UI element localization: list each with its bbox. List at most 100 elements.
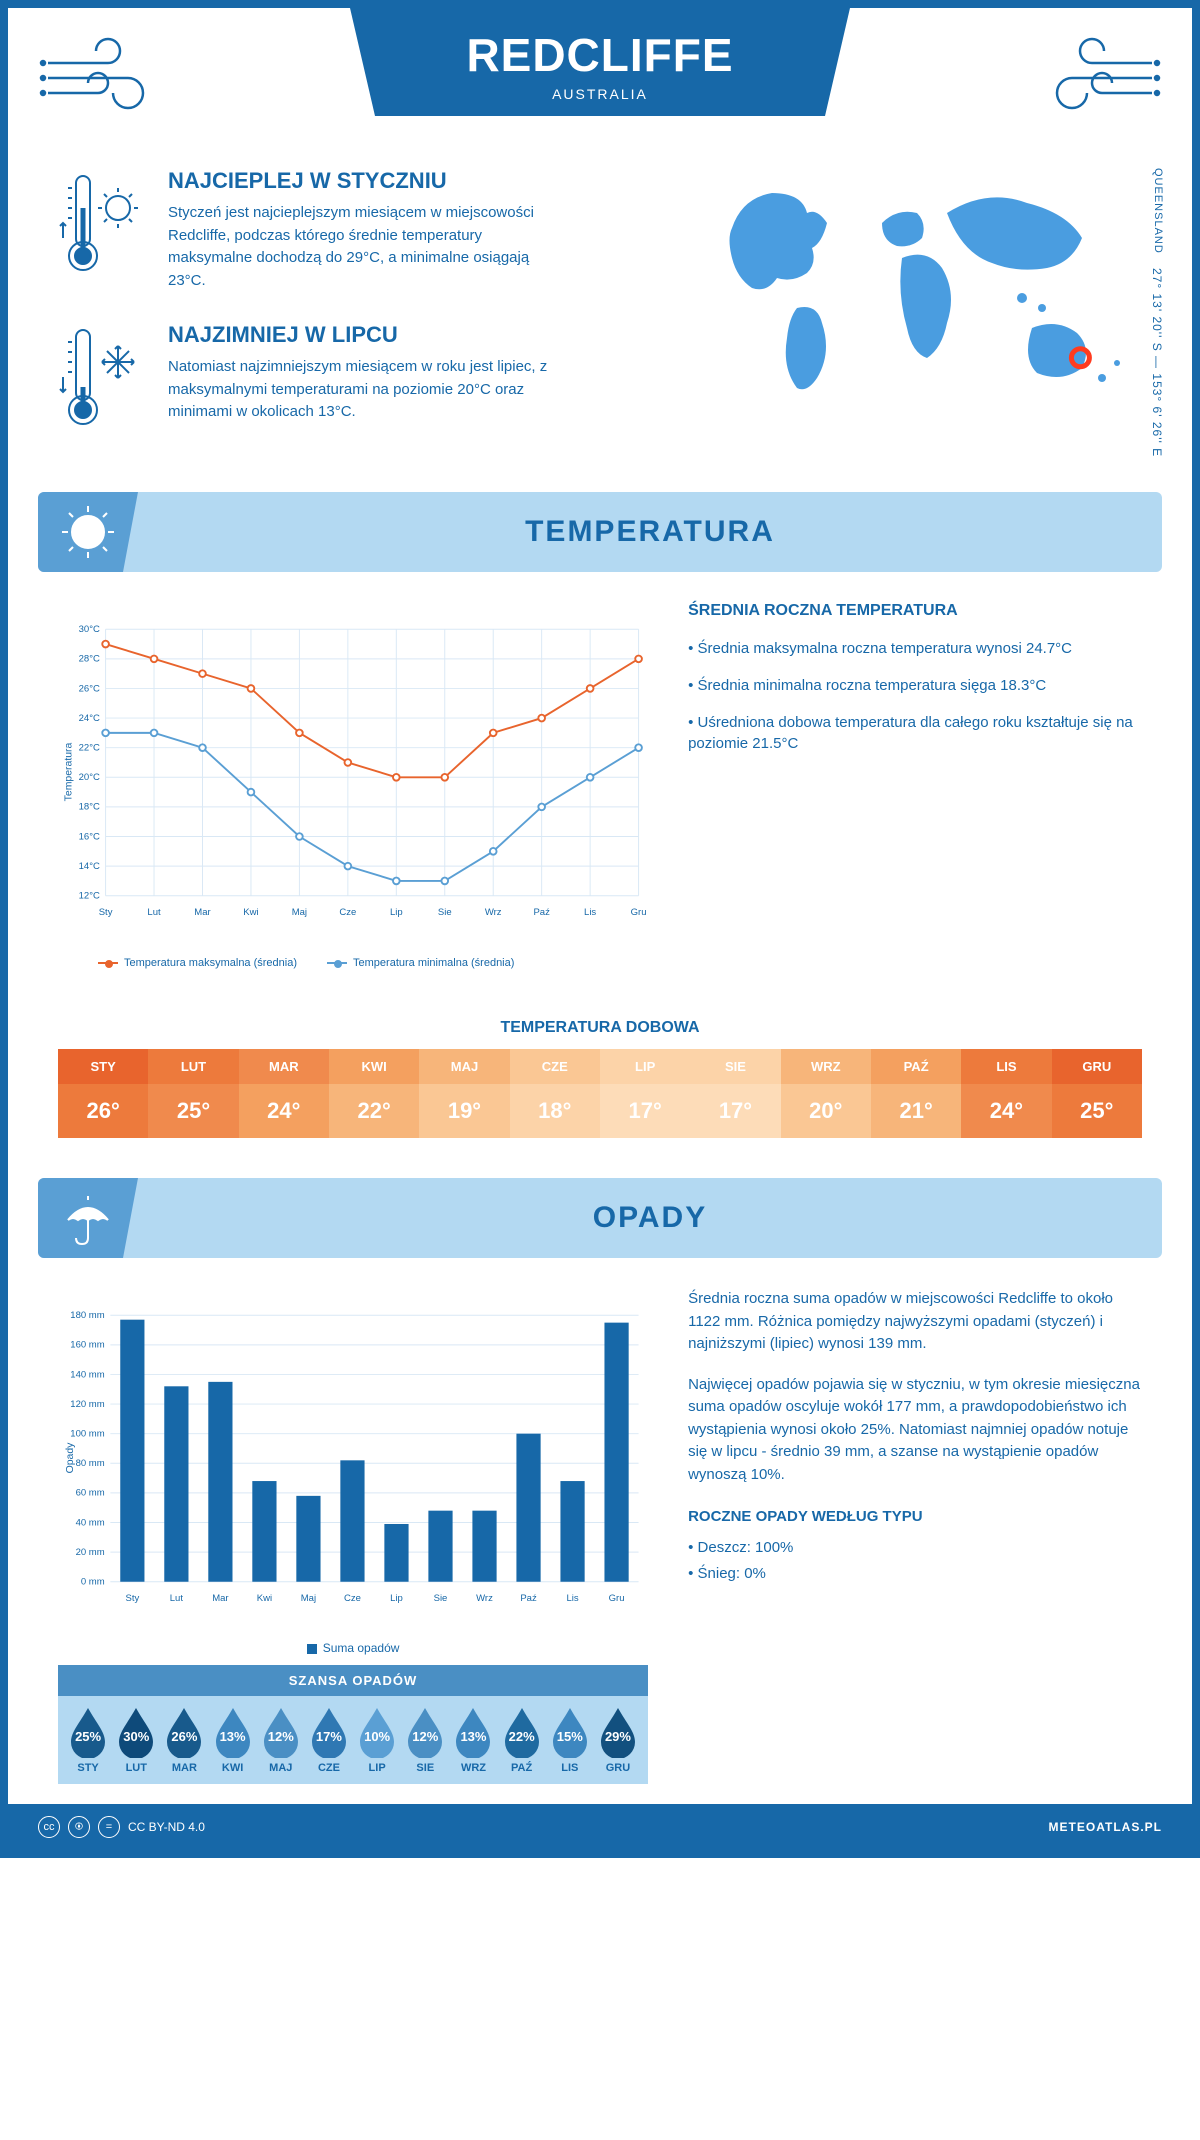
warmest-text: Styczeń jest najcieplejszym miesiącem w … bbox=[168, 202, 548, 292]
svg-text:140 mm: 140 mm bbox=[70, 1369, 104, 1380]
svg-text:22°C: 22°C bbox=[79, 743, 100, 754]
precip-legend-label: Suma opadów bbox=[323, 1641, 400, 1655]
temperature-banner: TEMPERATURA bbox=[38, 492, 1162, 572]
temp-summary-heading: ŚREDNIA ROCZNA TEMPERATURA bbox=[688, 602, 1142, 620]
chance-cell: 29%GRU bbox=[594, 1706, 642, 1774]
precipitation-banner: OPADY bbox=[38, 1178, 1162, 1258]
temperature-chart: 12°C14°C16°C18°C20°C22°C24°C26°C28°C30°C… bbox=[58, 602, 648, 969]
chance-heading: SZANSA OPADÓW bbox=[58, 1665, 648, 1696]
temperature-title: TEMPERATURA bbox=[138, 515, 1162, 549]
legend-max-label: Temperatura maksymalna (średnia) bbox=[124, 957, 297, 969]
svg-text:Lip: Lip bbox=[390, 1593, 403, 1604]
svg-text:Sie: Sie bbox=[438, 907, 452, 918]
svg-text:40 mm: 40 mm bbox=[76, 1517, 105, 1528]
svg-text:Kwi: Kwi bbox=[257, 1593, 272, 1604]
svg-text:60 mm: 60 mm bbox=[76, 1488, 105, 1499]
svg-text:Maj: Maj bbox=[292, 907, 307, 918]
precipitation-text: Średnia roczna suma opadów w miejscowośc… bbox=[688, 1288, 1142, 1784]
warmest-block: NAJCIEPLEJ W STYCZNIU Styczeń jest najci… bbox=[58, 168, 672, 292]
warmest-heading: NAJCIEPLEJ W STYCZNIU bbox=[168, 168, 548, 194]
precip-para-1: Średnia roczna suma opadów w miejscowośc… bbox=[688, 1288, 1142, 1356]
svg-text:120 mm: 120 mm bbox=[70, 1399, 104, 1410]
region-label: QUEENSLAND bbox=[1152, 168, 1164, 254]
site-name: METEOATLAS.PL bbox=[1049, 1820, 1162, 1834]
daily-temp-cell: CZE18° bbox=[510, 1049, 600, 1138]
precip-legend: Suma opadów bbox=[58, 1641, 648, 1655]
daily-temp-cell: LIP17° bbox=[600, 1049, 690, 1138]
svg-text:180 mm: 180 mm bbox=[70, 1310, 104, 1321]
coordinates: 27° 13' 20'' S — 153° 6' 26'' E bbox=[1150, 268, 1164, 457]
chance-table: SZANSA OPADÓW 25%STY30%LUT26%MAR13%KWI12… bbox=[58, 1665, 648, 1784]
svg-text:Lis: Lis bbox=[584, 907, 596, 918]
chance-cell: 13%WRZ bbox=[449, 1706, 497, 1774]
precip-type-heading: ROCZNE OPADY WEDŁUG TYPU bbox=[688, 1506, 1142, 1529]
chance-cell: 26%MAR bbox=[160, 1706, 208, 1774]
chance-cell: 30%LUT bbox=[112, 1706, 160, 1774]
svg-text:Maj: Maj bbox=[301, 1593, 316, 1604]
daily-temp-cell: MAR24° bbox=[239, 1049, 329, 1138]
chance-cell: 13%KWI bbox=[209, 1706, 257, 1774]
precip-para-2: Najwięcej opadów pojawia się w styczniu,… bbox=[688, 1374, 1142, 1487]
daily-temp-cell: KWI22° bbox=[329, 1049, 419, 1138]
svg-text:Wrz: Wrz bbox=[485, 907, 502, 918]
svg-text:Lut: Lut bbox=[170, 1593, 184, 1604]
svg-text:Mar: Mar bbox=[212, 1593, 228, 1604]
precip-type-item: • Śnieg: 0% bbox=[688, 1563, 1142, 1586]
daily-temp-cell: LUT25° bbox=[148, 1049, 238, 1138]
svg-text:Paź: Paź bbox=[533, 907, 550, 918]
svg-text:Opady: Opady bbox=[65, 1442, 76, 1474]
chance-cell: 17%CZE bbox=[305, 1706, 353, 1774]
svg-text:Gru: Gru bbox=[631, 907, 647, 918]
by-icon: 🅯 bbox=[68, 1816, 90, 1838]
temp-summary-item: • Uśredniona dobowa temperatura dla całe… bbox=[688, 712, 1142, 754]
temp-summary-item: • Średnia minimalna roczna temperatura s… bbox=[688, 675, 1142, 696]
chance-cell: 25%STY bbox=[64, 1706, 112, 1774]
svg-text:Lis: Lis bbox=[566, 1593, 578, 1604]
umbrella-icon bbox=[38, 1178, 138, 1258]
temperature-summary: ŚREDNIA ROCZNA TEMPERATURA • Średnia mak… bbox=[688, 602, 1142, 969]
daily-temp-cell: LIS24° bbox=[961, 1049, 1051, 1138]
daily-temp-cell: GRU25° bbox=[1052, 1049, 1142, 1138]
temperature-legend: Temperatura maksymalna (średnia) Tempera… bbox=[58, 957, 648, 969]
coldest-text: Natomiast najzimniejszym miesiącem w rok… bbox=[168, 356, 548, 424]
info-section: NAJCIEPLEJ W STYCZNIU Styczeń jest najci… bbox=[8, 128, 1192, 492]
svg-text:Sty: Sty bbox=[125, 1593, 139, 1604]
svg-text:14°C: 14°C bbox=[79, 861, 100, 872]
chance-cell: 10%LIP bbox=[353, 1706, 401, 1774]
svg-text:12°C: 12°C bbox=[79, 891, 100, 902]
chance-cell: 15%LIS bbox=[546, 1706, 594, 1774]
svg-text:100 mm: 100 mm bbox=[70, 1429, 104, 1440]
svg-text:Gru: Gru bbox=[609, 1593, 625, 1604]
thermometer-hot-icon bbox=[58, 168, 148, 278]
daily-temp-cell: PAŹ21° bbox=[871, 1049, 961, 1138]
temp-summary-item: • Średnia maksymalna roczna temperatura … bbox=[688, 638, 1142, 659]
chance-cell: 12%SIE bbox=[401, 1706, 449, 1774]
svg-text:20°C: 20°C bbox=[79, 772, 100, 783]
chance-cell: 22%PAŹ bbox=[498, 1706, 546, 1774]
svg-text:16°C: 16°C bbox=[79, 831, 100, 842]
svg-text:30°C: 30°C bbox=[79, 624, 100, 635]
header: REDCLIFFE AUSTRALIA bbox=[8, 8, 1192, 128]
precipitation-title: OPADY bbox=[138, 1201, 1162, 1235]
city-name: REDCLIFFE bbox=[410, 28, 790, 82]
svg-text:26°C: 26°C bbox=[79, 683, 100, 694]
svg-text:Cze: Cze bbox=[339, 907, 356, 918]
svg-text:Temperatura: Temperatura bbox=[63, 742, 74, 801]
svg-text:160 mm: 160 mm bbox=[70, 1340, 104, 1351]
precipitation-chart: 0 mm20 mm40 mm60 mm80 mm100 mm120 mm140 … bbox=[58, 1288, 648, 1784]
daily-temp-cell: MAJ19° bbox=[419, 1049, 509, 1138]
svg-text:Paź: Paź bbox=[520, 1593, 537, 1604]
svg-text:Lip: Lip bbox=[390, 907, 403, 918]
sun-icon bbox=[38, 492, 138, 572]
svg-text:Lut: Lut bbox=[147, 907, 161, 918]
license-label: CC BY-ND 4.0 bbox=[128, 1820, 205, 1834]
chance-cell: 12%MAJ bbox=[257, 1706, 305, 1774]
wind-icon-left bbox=[38, 8, 178, 128]
coldest-block: NAJZIMNIEJ W LIPCU Natomiast najzimniejs… bbox=[58, 322, 672, 432]
legend-min-label: Temperatura minimalna (średnia) bbox=[353, 957, 514, 969]
svg-text:20 mm: 20 mm bbox=[76, 1547, 105, 1558]
svg-text:18°C: 18°C bbox=[79, 802, 100, 813]
coldest-heading: NAJZIMNIEJ W LIPCU bbox=[168, 322, 548, 348]
svg-text:Kwi: Kwi bbox=[243, 907, 258, 918]
country-name: AUSTRALIA bbox=[410, 86, 790, 102]
